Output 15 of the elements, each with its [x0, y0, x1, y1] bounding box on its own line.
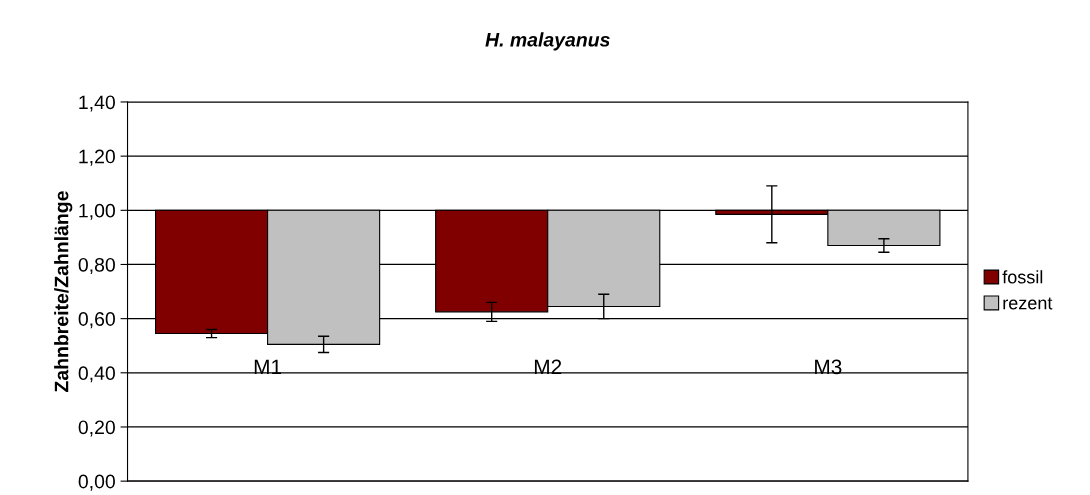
x-tick-label: M1	[254, 359, 282, 375]
y-tick-label: 1,00	[79, 203, 115, 220]
y-tick-label: 0,00	[78, 474, 115, 491]
legend-label: fossil	[1002, 270, 1043, 284]
legend-label: rezent	[1003, 297, 1053, 310]
x-tick-label: M2	[534, 359, 562, 375]
y-tick-label: 0,20	[78, 420, 115, 437]
y-axis-title: Zahnbreite/Zahnlänge	[54, 191, 73, 392]
chart-title: H. malayanus	[485, 32, 610, 51]
y-tick-label: 1,40	[79, 95, 115, 112]
y-tick-label: 1,20	[79, 149, 115, 166]
y-tick-label: 0,80	[78, 257, 115, 275]
y-tick-label: 0,40	[78, 366, 115, 383]
x-tick-label: M3	[815, 359, 842, 375]
y-tick-label: 0,60	[78, 312, 115, 329]
